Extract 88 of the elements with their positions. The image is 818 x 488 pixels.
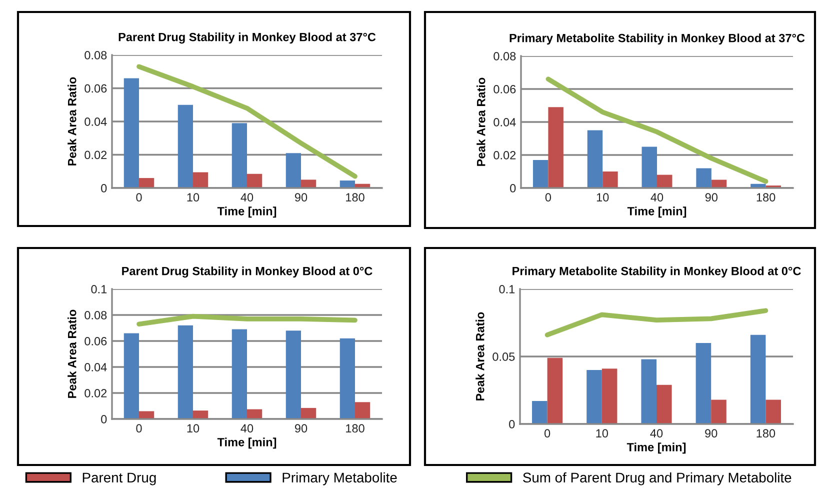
bar <box>301 408 316 419</box>
bar <box>548 107 564 188</box>
line-series <box>136 314 358 327</box>
x-tick-label: 40 <box>650 429 663 438</box>
bar <box>178 104 193 188</box>
y-tick-label: 0.06 <box>84 337 107 346</box>
bar <box>178 325 193 419</box>
x-tick-label: 10 <box>596 429 608 438</box>
y-axis-title: Peak Area Ratio <box>68 310 76 398</box>
y-tick-label: 0.02 <box>84 150 107 160</box>
x-axis-title: Time [min] <box>217 438 276 449</box>
y-tick-label: 0 <box>101 184 107 192</box>
y-tick-label: 0.08 <box>84 311 107 320</box>
bar <box>286 330 301 419</box>
x-tick-label: 90 <box>705 193 718 202</box>
x-tick-label: 0 <box>136 424 142 433</box>
y-tick-label: 0.1 <box>91 285 107 294</box>
bar <box>657 174 672 188</box>
bar <box>232 329 247 419</box>
x-axis-title: Time [min] <box>627 206 686 218</box>
bar <box>642 146 657 188</box>
x-tick-label: 10 <box>187 193 200 202</box>
x-tick-label: 40 <box>650 193 664 202</box>
legend-label: Parent Drug <box>82 472 156 486</box>
bar <box>532 401 548 424</box>
x-tick-label: 180 <box>756 193 776 202</box>
bar <box>602 172 618 188</box>
x-axis-title: Time [min] <box>217 206 276 218</box>
bar <box>656 384 672 424</box>
bar <box>602 368 618 424</box>
legend-label: Sum of Parent Drug and Primary Metabolite <box>523 472 792 486</box>
x-tick-label: 90 <box>294 424 308 433</box>
y-tick-label: 0.1 <box>499 285 515 294</box>
x-tick-label: 40 <box>240 193 254 202</box>
bar <box>696 343 712 424</box>
y-axis-title: Peak Area Ratio <box>476 78 486 166</box>
y-tick-label: 0.08 <box>84 51 107 60</box>
y-axis-title: Peak Area Ratio <box>68 77 76 166</box>
bar <box>641 359 656 424</box>
x-tick-label: 180 <box>756 429 776 438</box>
bar <box>586 370 602 424</box>
bar <box>547 358 563 424</box>
y-axis-title: Peak Area Ratio <box>476 312 484 400</box>
bar <box>139 178 154 188</box>
bar <box>696 168 712 188</box>
bar <box>750 334 766 424</box>
bar <box>124 333 139 419</box>
x-tick-label: 10 <box>596 193 609 202</box>
y-tick-label: 0.06 <box>84 84 107 93</box>
y-tick-label: 0.04 <box>84 363 107 372</box>
bar <box>340 338 355 419</box>
line-series <box>546 76 768 184</box>
x-tick-label: 90 <box>705 429 718 438</box>
chart-title: Parent Drug Stability in Monkey Blood at 37°C <box>118 32 376 44</box>
x-axis-title: Time [min] <box>626 442 686 454</box>
y-tick-label: 0.02 <box>84 389 107 398</box>
x-tick-label: 0 <box>545 193 552 202</box>
bar <box>247 174 262 188</box>
bar <box>193 172 208 188</box>
line-series <box>544 308 768 338</box>
x-tick-label: 10 <box>187 424 200 433</box>
bar <box>124 78 139 188</box>
x-tick-label: 0 <box>544 429 550 438</box>
bar <box>587 130 603 188</box>
chart-title: Primary Metabolite Stability in Monkey Blood at 0°C <box>512 266 801 278</box>
x-tick-label: 180 <box>346 424 364 433</box>
y-tick-label: 0.06 <box>494 85 516 94</box>
y-tick-label: 0.02 <box>494 151 516 160</box>
bar <box>711 400 726 424</box>
x-tick-label: 180 <box>346 193 364 202</box>
bar <box>286 153 301 188</box>
x-tick-label: 0 <box>136 193 142 202</box>
bar <box>766 400 781 424</box>
y-tick-label: 0.04 <box>84 118 107 126</box>
bar <box>532 160 548 188</box>
y-tick-label: 0.04 <box>494 118 516 126</box>
chart-title: Primary Metabolite Stability in Monkey Blood at 37°C <box>510 34 805 45</box>
x-tick-label: 40 <box>240 424 254 433</box>
y-tick-label: 0.05 <box>492 352 515 361</box>
line-series <box>136 64 358 179</box>
y-tick-label: 0 <box>101 415 107 424</box>
bar <box>355 402 370 419</box>
y-tick-label: 0 <box>510 184 516 192</box>
x-tick-label: 90 <box>294 193 308 202</box>
bar <box>232 123 247 188</box>
legend-label: Primary Metabolite <box>282 472 397 486</box>
chart-title: Parent Drug Stability in Monkey Blood at 0°C <box>122 266 372 278</box>
y-tick-label: 0.08 <box>494 52 516 60</box>
